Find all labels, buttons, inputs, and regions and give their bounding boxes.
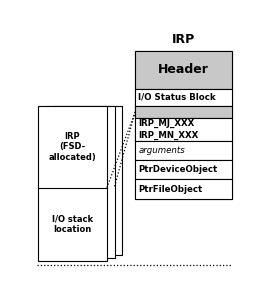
- Bar: [135, 51, 232, 88]
- Text: I/O stack
location: I/O stack location: [52, 214, 93, 234]
- Text: IRP: IRP: [172, 33, 195, 46]
- Bar: [46, 105, 114, 258]
- Text: PtrDeviceObject: PtrDeviceObject: [138, 165, 217, 174]
- Text: IRP
(FSD-
allocated): IRP (FSD- allocated): [48, 132, 96, 162]
- Bar: [135, 160, 232, 179]
- Bar: [135, 179, 232, 199]
- Text: Header: Header: [158, 63, 209, 76]
- Bar: [135, 88, 232, 105]
- Bar: [38, 105, 107, 261]
- Text: I/O Status Block: I/O Status Block: [138, 92, 216, 101]
- Bar: [135, 51, 232, 199]
- Bar: [135, 105, 232, 117]
- Text: PtrFileObject: PtrFileObject: [138, 185, 203, 194]
- Text: IRP_MJ_XXX
IRP_MN_XXX: IRP_MJ_XXX IRP_MN_XXX: [138, 119, 199, 140]
- Bar: [135, 117, 232, 141]
- Bar: [53, 105, 122, 255]
- Text: arguments: arguments: [138, 146, 185, 155]
- Bar: [135, 141, 232, 160]
